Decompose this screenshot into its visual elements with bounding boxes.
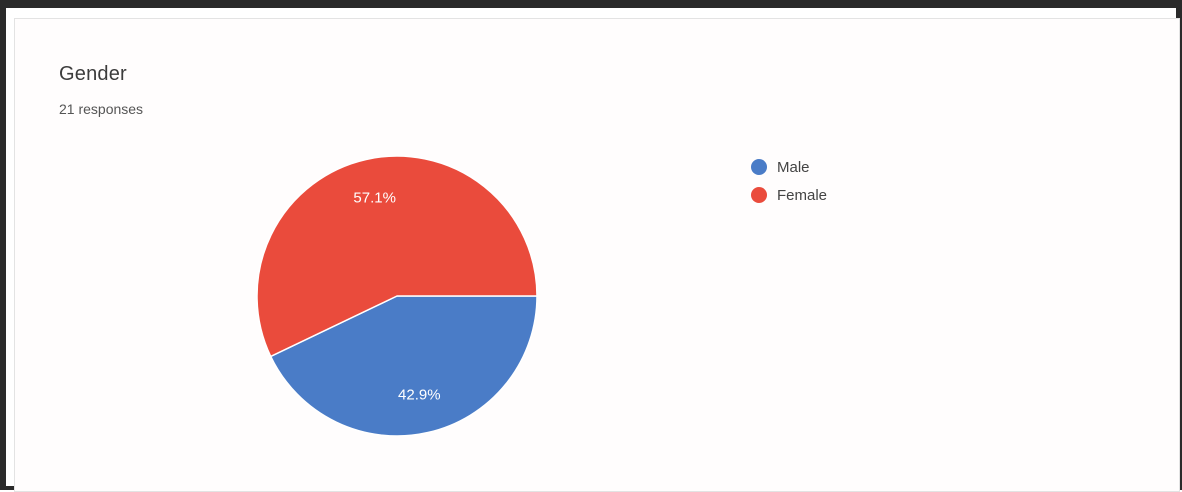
pie-slice-male: [269, 295, 538, 437]
legend-swatch-male: [751, 159, 767, 175]
slice-label-female: 57.1%: [353, 190, 396, 207]
pie-slice-female: [256, 155, 538, 358]
pie-slices: [256, 155, 538, 437]
pie-labels: 42.9% 57.1%: [353, 190, 440, 404]
legend-swatch-female: [751, 187, 767, 203]
slice-label-male: 42.9%: [398, 386, 441, 403]
response-count: 21 responses: [59, 101, 144, 117]
legend-label-female: Female: [777, 187, 827, 204]
chart-title: Gender: [59, 63, 127, 85]
legend-label-male: Male: [777, 159, 810, 176]
chart-card: Gender 21 responses: [14, 18, 1180, 492]
legend: Male Female: [751, 159, 827, 204]
